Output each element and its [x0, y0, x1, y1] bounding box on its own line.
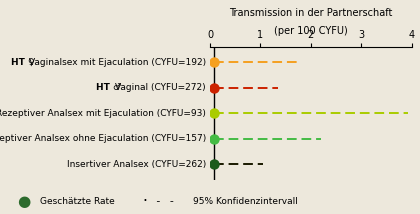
- Text: Insertiver Analsex (CYFU=262): Insertiver Analsex (CYFU=262): [66, 160, 206, 169]
- Text: ●: ●: [17, 194, 30, 209]
- Text: HT ♂: HT ♂: [96, 83, 121, 92]
- Text: Transmission in der Partnerschaft: Transmission in der Partnerschaft: [229, 8, 392, 18]
- Text: - -: - -: [155, 196, 176, 206]
- Text: Vaginalsex mit Ejaculation (CYFU=192): Vaginalsex mit Ejaculation (CYFU=192): [29, 58, 206, 67]
- Text: Geschätzte Rate: Geschätzte Rate: [40, 197, 115, 206]
- Text: HT ♀: HT ♀: [11, 58, 34, 67]
- Text: Rezeptiver Analsex mit Ejaculation (CYFU=93): Rezeptiver Analsex mit Ejaculation (CYFU…: [0, 109, 206, 118]
- Text: Vaginal (CYFU=272): Vaginal (CYFU=272): [115, 83, 206, 92]
- Text: ·: ·: [143, 194, 148, 209]
- Text: (per 100 CYFU): (per 100 CYFU): [274, 27, 348, 36]
- Text: Rezeptiver Analsex ohne Ejaculation (CYFU=157): Rezeptiver Analsex ohne Ejaculation (CYF…: [0, 134, 206, 143]
- Text: 95% Konfidenzintervall: 95% Konfidenzintervall: [193, 197, 298, 206]
